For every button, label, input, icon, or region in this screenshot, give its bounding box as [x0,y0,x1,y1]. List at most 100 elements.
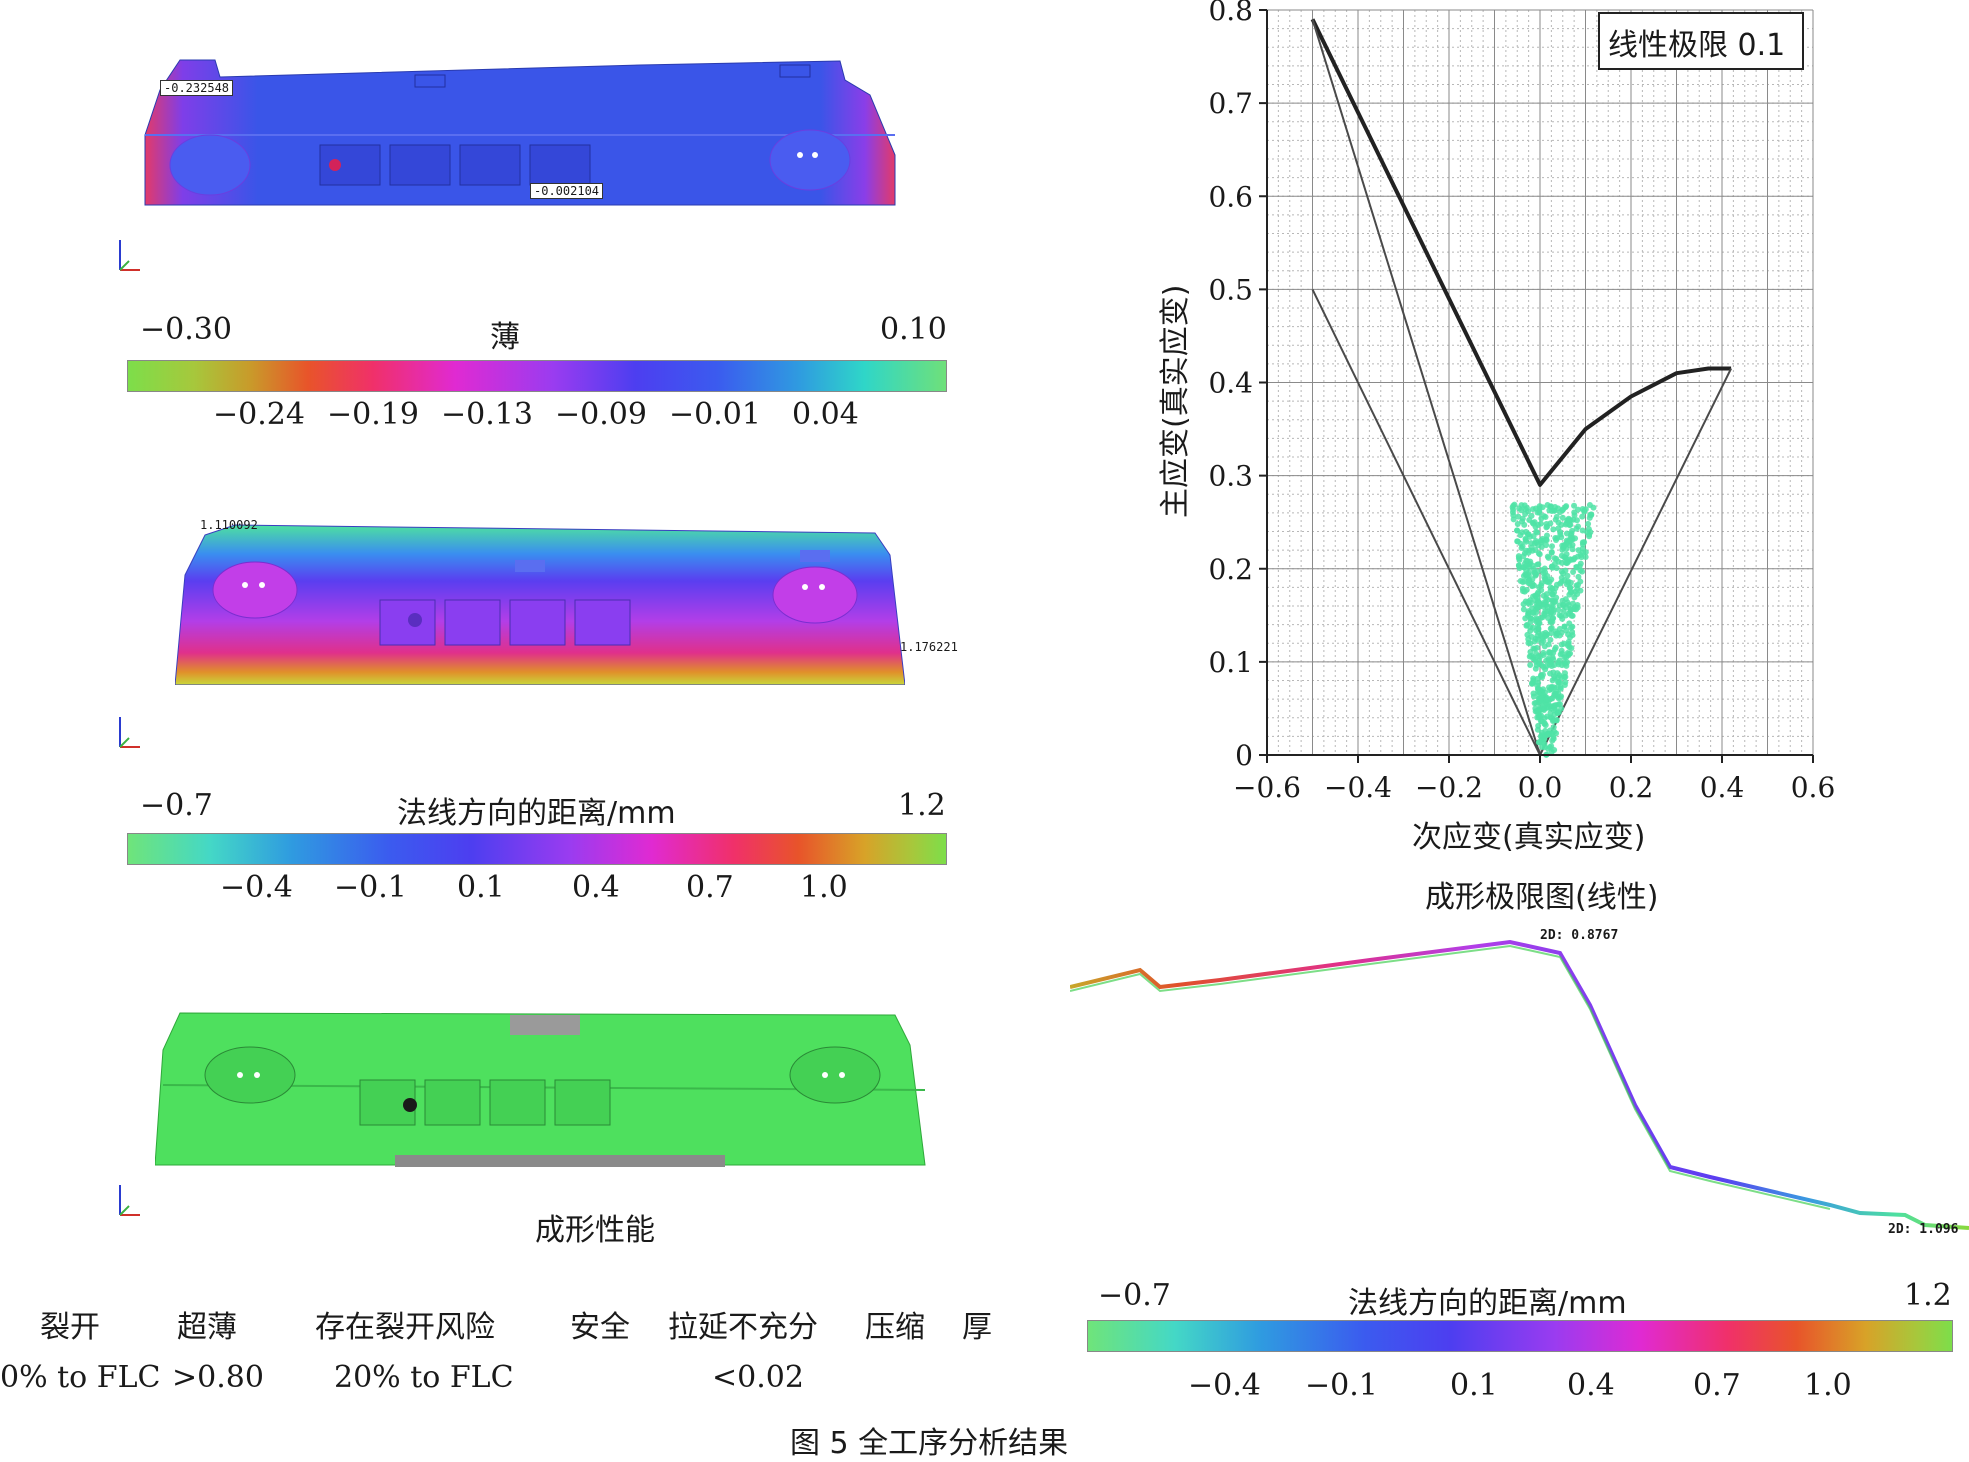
strain-point [1548,549,1555,556]
colorbar1-min: −0.30 [140,312,232,347]
strain-point [1559,650,1566,657]
y-tick-label: 0.4 [1208,367,1253,400]
strain-point [1543,542,1550,549]
y-tick-label: 0.5 [1208,273,1253,306]
axis-triad-icon [119,717,140,748]
strain-point [1586,501,1593,508]
strain-point [1562,504,1569,511]
strain-point [1566,522,1573,529]
strain-point [1515,513,1522,520]
x-tick-label: −0.2 [1415,771,1483,804]
strain-point [1548,602,1555,609]
section-label-peak: 2D: 0.8767 [1540,928,1619,943]
axis-triad-icon [119,1185,140,1216]
colorbar2-title: 法线方向的距离/mm [397,796,676,831]
strain-point [1553,513,1560,520]
legend-header-risk-of-split: 存在裂开风险 [315,1310,495,1345]
strain-point [1566,591,1573,598]
strain-point [1568,530,1575,537]
strain-point [1578,554,1585,561]
legend-header-safe: 安全 [570,1310,630,1345]
y-tick-label: 0.1 [1208,646,1253,679]
colorbar3-tick: −0.1 [1305,1368,1378,1403]
strain-point [1551,691,1558,698]
colorbar3-max: 1.2 [1904,1278,1952,1313]
strain-point [1537,653,1544,660]
legend-header-thickening: 厚 [962,1310,992,1345]
strain-point [1552,644,1559,651]
colorbar3-min: −0.7 [1098,1278,1171,1313]
strain-point [1534,636,1541,643]
strain-point [1540,603,1547,610]
colorbar1-tick: −0.01 [669,397,761,432]
strain-point [1556,657,1563,664]
strain-point [1557,529,1564,536]
colorbar1-title: 薄 [490,320,520,355]
forming-limit-chart: −0.6 −0.4 −0.2 0.0 0.2 0.4 0.6 0 0.1 0.2 0.3 0.4 0.5… [1208,0,1835,804]
strain-point [1559,570,1566,577]
strain-point [1557,580,1564,587]
x-tick-label: 0.2 [1609,771,1654,804]
strain-point [1557,685,1564,692]
colorbar-thinning [127,360,947,392]
strain-point [1532,665,1539,672]
strain-point [1527,661,1534,668]
strain-point [1514,520,1521,527]
strain-point [1525,580,1532,587]
strain-point [1548,630,1555,637]
flc-safety-line [1311,288,1541,756]
strain-point [1571,606,1578,613]
strain-point [1570,569,1577,576]
strain-point [1535,561,1542,568]
colorbar1-tick: 0.04 [792,397,859,432]
strain-point [1549,654,1556,661]
colorbar2-tick: 1.0 [800,870,848,905]
strain-point [1561,554,1568,561]
flc-legend-label: 线性极限 0.1 [1608,28,1786,63]
section-profile-curve [1070,939,1969,1230]
strain-point [1539,537,1546,544]
strain-point [1567,650,1574,657]
strain-point [1527,627,1534,634]
strain-point [1579,505,1586,512]
strain-point [1521,502,1528,509]
probe-label-right: 1.176221 [900,640,958,654]
strain-point [1548,543,1555,550]
strain-point [1517,532,1524,539]
strain-point [1510,512,1517,519]
strain-point [1542,608,1549,615]
strain-point [1566,537,1573,544]
strain-point [1524,531,1531,538]
strain-point [1556,701,1563,708]
strain-point [1544,523,1551,530]
strain-point [1566,585,1573,592]
strain-point [1559,514,1566,521]
strain-point [1532,705,1539,712]
strain-point [1551,717,1558,724]
probe-label-bottom: -0.002104 [530,183,604,199]
x-tick-label: 0.4 [1700,771,1745,804]
strain-point [1536,505,1543,512]
colorbar1-max: 0.10 [880,312,947,347]
legend-header-insufficient-stretch: 拉延不充分 [668,1310,818,1345]
strain-point [1541,513,1548,520]
flc-y-axis-label: 主应变(真实应变) [1158,284,1193,518]
legend-header-compression: 压缩 [865,1310,925,1345]
strain-point [1565,638,1572,645]
strain-point [1547,608,1554,615]
strain-point [1558,641,1565,648]
strain-point [1546,744,1553,751]
probe-label-top: 1.110092 [200,518,258,532]
flc-caption: 成形极限图(线性) [1425,880,1659,915]
flc-safety-line [1311,19,1732,756]
strain-point [1561,543,1568,550]
y-tick-label: 0.3 [1208,460,1253,493]
colorbar1-tick: −0.13 [441,397,533,432]
strain-point [1563,627,1570,634]
strain-point [1552,534,1559,541]
strain-point [1571,512,1578,519]
strain-point [1515,562,1522,569]
colorbar3-tick: −0.4 [1188,1368,1261,1403]
legend-value: <0.02 [712,1360,804,1395]
part-formability-plot [155,1012,926,1167]
